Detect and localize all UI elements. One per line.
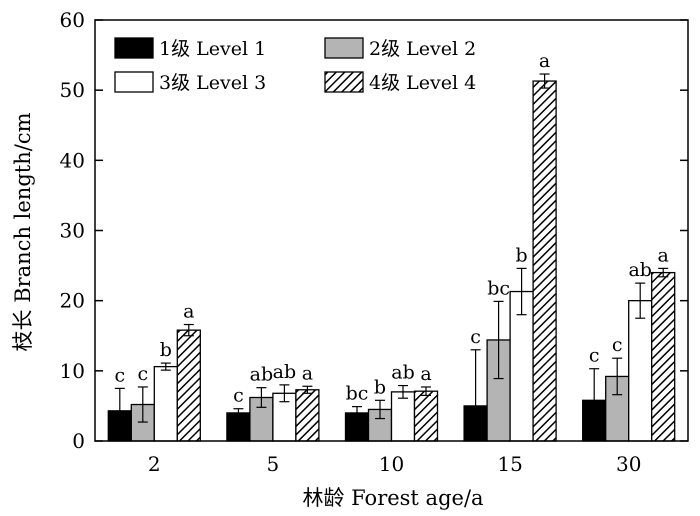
legend-swatch <box>324 71 364 93</box>
significance-label: b <box>160 339 172 361</box>
significance-label: ab <box>391 362 415 384</box>
x-axis-title: 林龄 Forest age/a <box>302 486 483 510</box>
x-tick-label: 30 <box>616 452 641 476</box>
bar <box>532 80 557 442</box>
bar <box>390 391 416 442</box>
bar <box>295 389 320 442</box>
significance-label: c <box>114 364 125 386</box>
y-tick-label: 10 <box>60 359 85 383</box>
significance-label: ab <box>273 361 297 383</box>
significance-label: ab <box>628 259 652 281</box>
y-tick-label: 30 <box>60 219 85 243</box>
y-tick-label: 60 <box>60 8 85 32</box>
significance-label: c <box>470 326 481 348</box>
significance-label: c <box>589 345 600 367</box>
legend-label: 3级 Level 3 <box>159 72 266 94</box>
y-axis-title: 枝长 Branch length/cm <box>11 112 35 351</box>
y-tick-label: 20 <box>60 289 85 313</box>
bar <box>413 390 439 442</box>
significance-label: a <box>658 244 669 266</box>
x-tick-label: 15 <box>497 452 522 476</box>
significance-label: b <box>374 376 386 398</box>
significance-label: b <box>516 244 528 266</box>
bar <box>176 329 201 442</box>
significance-label: c <box>233 385 244 407</box>
significance-label: ab <box>250 364 274 386</box>
significance-label: bc <box>346 383 369 405</box>
legend-label: 2级 Level 2 <box>369 38 476 60</box>
x-tick-label: 10 <box>379 452 404 476</box>
significance-label: bc <box>487 277 510 299</box>
x-tick-label: 5 <box>267 452 280 476</box>
bar <box>651 271 676 442</box>
bar <box>628 300 653 442</box>
legend-swatch <box>114 71 154 93</box>
significance-label: a <box>183 301 194 323</box>
bar <box>153 365 178 442</box>
y-tick-label: 40 <box>60 148 85 172</box>
legend-label: 4级 Level 4 <box>369 72 476 94</box>
significance-label: c <box>137 363 148 385</box>
y-tick-label: 50 <box>60 78 85 102</box>
legend-label: 1级 Level 1 <box>159 38 266 60</box>
x-tick-label: 2 <box>148 452 161 476</box>
significance-label: a <box>420 363 431 385</box>
plot-frame <box>94 19 689 442</box>
y-tick-label: 0 <box>72 429 85 453</box>
significance-label: a <box>302 362 313 384</box>
legend-swatch <box>324 37 364 59</box>
legend-swatch <box>114 37 154 59</box>
significance-label: c <box>612 334 623 356</box>
significance-label: a <box>539 50 550 72</box>
